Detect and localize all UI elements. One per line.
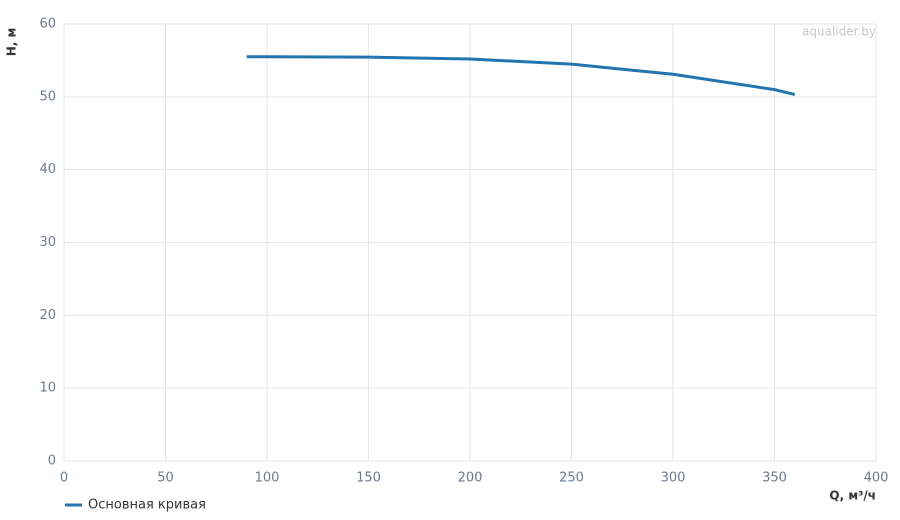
y-tick-label: 0 [48, 454, 56, 469]
line [246, 55, 796, 97]
x-tick-label: 300 [661, 471, 686, 486]
y-tick-label: 10 [39, 381, 56, 396]
y-tick-label: 50 [39, 89, 56, 104]
watermark: aqualider.by [802, 25, 876, 39]
x-tick-label: 0 [60, 471, 68, 486]
x-tick-label: 150 [356, 471, 381, 486]
x-tick-label: 350 [762, 471, 787, 486]
y-tick-label: 20 [39, 308, 56, 323]
y-tick-label: 40 [39, 162, 56, 177]
x-tick-label: 250 [559, 471, 584, 486]
legend-label: Основная кривая [88, 498, 206, 513]
x-tick-label: 400 [864, 471, 889, 486]
x-tick-label: 50 [157, 471, 174, 486]
y-tick-label: 30 [39, 235, 56, 250]
x-axis-title: Q, м³/ч [829, 489, 876, 503]
x-tick-label: 200 [458, 471, 483, 486]
x-tick-label: 100 [255, 471, 280, 486]
y-axis-title: H, м [5, 28, 19, 57]
y-tick-label: 60 [39, 17, 56, 32]
